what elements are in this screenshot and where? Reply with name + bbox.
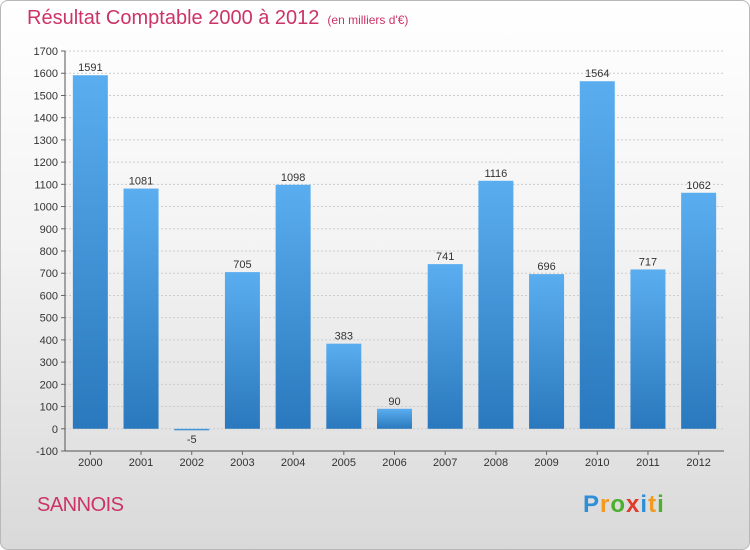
bar-2003: [224, 272, 260, 429]
y-tick-label: 1600: [34, 68, 58, 80]
bar-2011: [630, 269, 666, 429]
data-label-2006: 90: [388, 396, 400, 408]
y-tick-label: 1400: [34, 113, 58, 125]
y-tick-label: 1200: [34, 157, 58, 169]
y-tick-label: 300: [40, 357, 58, 369]
data-label-2009: 696: [537, 261, 555, 273]
bar-2007: [427, 264, 463, 429]
data-label-2001: 1081: [129, 176, 153, 188]
y-tick-label: 700: [40, 268, 58, 280]
location-label: SANNOIS: [37, 494, 124, 516]
data-label-2002: -5: [187, 434, 197, 446]
logo-letter: i: [640, 491, 649, 518]
y-tick-label: 800: [40, 246, 58, 258]
y-tick-label: 1100: [34, 179, 58, 191]
x-tick-label: 2006: [382, 457, 406, 469]
bar-2005: [326, 343, 362, 429]
logo-letter: r: [600, 491, 611, 518]
logo-letter: P: [583, 491, 601, 518]
x-tick-label: 2002: [179, 457, 203, 469]
y-tick-label: 200: [40, 379, 58, 391]
y-tick-label: 100: [40, 402, 58, 414]
bar-2006: [377, 408, 412, 429]
data-label-2012: 1062: [686, 180, 710, 192]
chart-subtitle: (en milliers d'€): [327, 13, 409, 27]
chart-title: Résultat Comptable 2000 à 2012: [27, 7, 320, 29]
x-tick-label: 2004: [281, 457, 305, 469]
data-label-2003: 705: [233, 259, 251, 271]
data-label-2008: 1116: [484, 168, 507, 180]
y-tick-label: 1500: [34, 90, 58, 102]
y-tick-label: -100: [36, 446, 58, 458]
x-tick-label: 2001: [129, 457, 153, 469]
data-label-2005: 383: [335, 331, 353, 343]
bar-2002: [174, 428, 210, 431]
y-tick-label: 0: [52, 424, 58, 436]
data-label-2004: 1098: [281, 172, 305, 184]
y-tick-label: 1300: [34, 135, 58, 147]
bar-2004: [275, 184, 311, 429]
x-tick-label: 2009: [534, 457, 558, 469]
y-tick-label: 1000: [34, 202, 58, 214]
bar-2009: [529, 274, 565, 429]
logo-letter: x: [626, 491, 641, 518]
x-tick-label: 2003: [230, 457, 254, 469]
x-tick-label: 2011: [636, 457, 660, 469]
data-label-2011: 717: [639, 256, 657, 268]
proxiti-logo: Proxiti: [583, 491, 665, 519]
title-row: Résultat Comptable 2000 à 2012 (en millie…: [27, 7, 408, 30]
x-tick-label: 2007: [433, 457, 457, 469]
y-tick-label: 1700: [34, 46, 58, 58]
y-tick-label: 400: [40, 335, 58, 347]
data-label-2007: 741: [436, 251, 454, 263]
logo-letter: t: [648, 491, 658, 518]
y-tick-label: 900: [40, 224, 58, 236]
logo-letter: o: [610, 491, 627, 518]
data-label-2000: 1591: [78, 62, 102, 74]
x-tick-label: 2000: [78, 457, 102, 469]
x-tick-label: 2005: [332, 457, 356, 469]
x-tick-label: 2010: [585, 457, 609, 469]
y-tick-label: 600: [40, 290, 58, 302]
bar-2001: [123, 188, 159, 429]
bar-2000: [72, 75, 108, 429]
data-label-2010: 1564: [585, 68, 609, 80]
bar-2012: [681, 192, 717, 429]
x-tick-label: 2008: [484, 457, 508, 469]
y-tick-label: 500: [40, 313, 58, 325]
logo-letter: i: [657, 491, 665, 518]
bar-2010: [579, 81, 615, 429]
x-tick-label: 2012: [686, 457, 710, 469]
bar-2008: [478, 180, 514, 429]
